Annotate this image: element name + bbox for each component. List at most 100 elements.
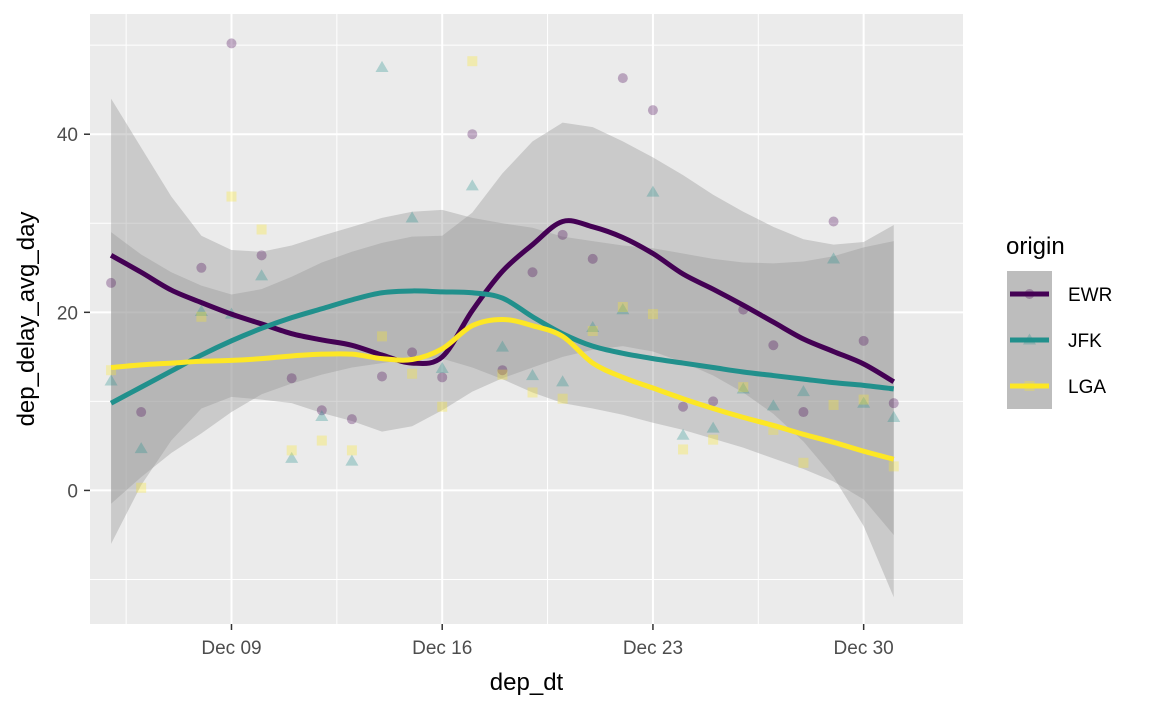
point-jfk	[375, 60, 389, 72]
point-lga	[467, 56, 478, 67]
point-jfk	[556, 375, 570, 387]
point-lga	[527, 387, 538, 398]
x-tick-label: Dec 30	[834, 638, 894, 659]
point-lga	[377, 331, 388, 342]
point-jfk	[586, 320, 600, 333]
legend-key-marker	[1023, 333, 1036, 345]
point-jfk	[646, 185, 660, 197]
confidence-ribbons	[111, 98, 894, 598]
point-lga	[346, 445, 357, 456]
point-lga	[738, 382, 749, 393]
point-ewr	[888, 398, 899, 409]
point-lga	[647, 309, 658, 320]
point-jfk	[285, 451, 299, 463]
smooth-line-jfk	[109, 288, 895, 406]
y-tick-label: 20	[57, 303, 78, 324]
point-jfk	[495, 340, 509, 352]
point-lga	[768, 424, 779, 435]
point-jfk	[526, 369, 540, 381]
x-axis: Dec 09 Dec 16 Dec 23 Dec 30	[201, 624, 894, 659]
point-lga	[226, 191, 237, 202]
point-lga	[437, 401, 448, 412]
minor-gridlines	[90, 14, 963, 624]
y-tick-label: 40	[57, 125, 78, 146]
point-jfk	[766, 399, 780, 411]
y-axis: 0 20 40	[57, 125, 90, 502]
point-jfk	[194, 304, 208, 316]
point-ewr	[497, 365, 508, 376]
legend-label-lga: LGA	[1068, 377, 1106, 398]
point-jfk	[465, 179, 479, 191]
point-lga	[858, 394, 869, 405]
point-jfk	[857, 396, 871, 408]
point-lga	[587, 326, 598, 337]
legend-key-marker	[1024, 289, 1035, 299]
x-tick-label: Dec 16	[412, 638, 472, 659]
y-axis-title: dep_delay_avg_day	[13, 212, 40, 427]
point-jfk	[255, 269, 269, 281]
point-ewr	[557, 229, 568, 240]
point-ewr	[316, 405, 327, 416]
point-ewr	[407, 347, 418, 358]
point-ewr	[587, 253, 598, 264]
point-lga	[136, 482, 147, 493]
point-lga	[828, 399, 839, 410]
legend-key-marker	[1024, 381, 1035, 391]
legend: origin EWR JFK LGA	[1006, 233, 1112, 409]
smooth-lines	[109, 218, 896, 462]
data-points	[104, 38, 901, 493]
x-tick-label: Dec 09	[201, 638, 261, 659]
point-jfk	[676, 428, 690, 440]
point-lga	[407, 368, 418, 379]
point-ewr	[678, 401, 689, 412]
point-lga	[196, 311, 207, 322]
point-ewr	[136, 407, 147, 418]
point-jfk	[405, 211, 419, 223]
point-lga	[617, 301, 628, 312]
ribbon-ewr	[111, 122, 894, 598]
point-ewr	[437, 372, 448, 383]
point-lga	[888, 461, 899, 472]
point-ewr	[617, 73, 628, 84]
point-lga	[557, 393, 568, 404]
y-tick-label: 0	[67, 481, 78, 502]
point-ewr	[798, 407, 809, 418]
x-tick-label: Dec 23	[623, 638, 683, 659]
point-ewr	[858, 335, 869, 346]
point-ewr	[256, 250, 267, 261]
point-ewr	[828, 216, 839, 227]
legend-key-ewr	[1007, 271, 1052, 317]
x-axis-title: dep_dt	[490, 669, 564, 696]
point-ewr	[527, 267, 538, 278]
point-jfk	[796, 385, 810, 397]
point-lga	[316, 435, 327, 446]
point-ewr	[377, 371, 388, 382]
point-jfk	[315, 410, 329, 422]
point-lga	[497, 369, 508, 380]
smooth-line-lga	[110, 316, 895, 462]
point-jfk	[616, 303, 630, 315]
point-lga	[708, 434, 719, 445]
point-jfk	[706, 421, 720, 433]
plot-panel	[90, 14, 963, 624]
point-jfk	[887, 410, 901, 422]
point-lga	[106, 365, 117, 376]
point-jfk	[435, 361, 449, 373]
point-jfk	[827, 252, 841, 264]
point-jfk	[104, 374, 118, 386]
point-jfk	[345, 454, 359, 466]
point-lga	[678, 444, 689, 455]
point-ewr	[647, 105, 658, 116]
point-ewr	[467, 129, 478, 140]
point-ewr	[226, 38, 237, 49]
point-ewr	[196, 262, 207, 273]
ribbon-jfk	[111, 98, 894, 535]
point-ewr	[106, 277, 117, 288]
point-jfk	[134, 442, 148, 454]
legend-key-lga	[1007, 363, 1052, 409]
legend-title: origin	[1006, 233, 1065, 260]
legend-label-jfk: JFK	[1068, 331, 1102, 352]
point-lga	[286, 445, 297, 456]
point-jfk	[736, 382, 750, 394]
